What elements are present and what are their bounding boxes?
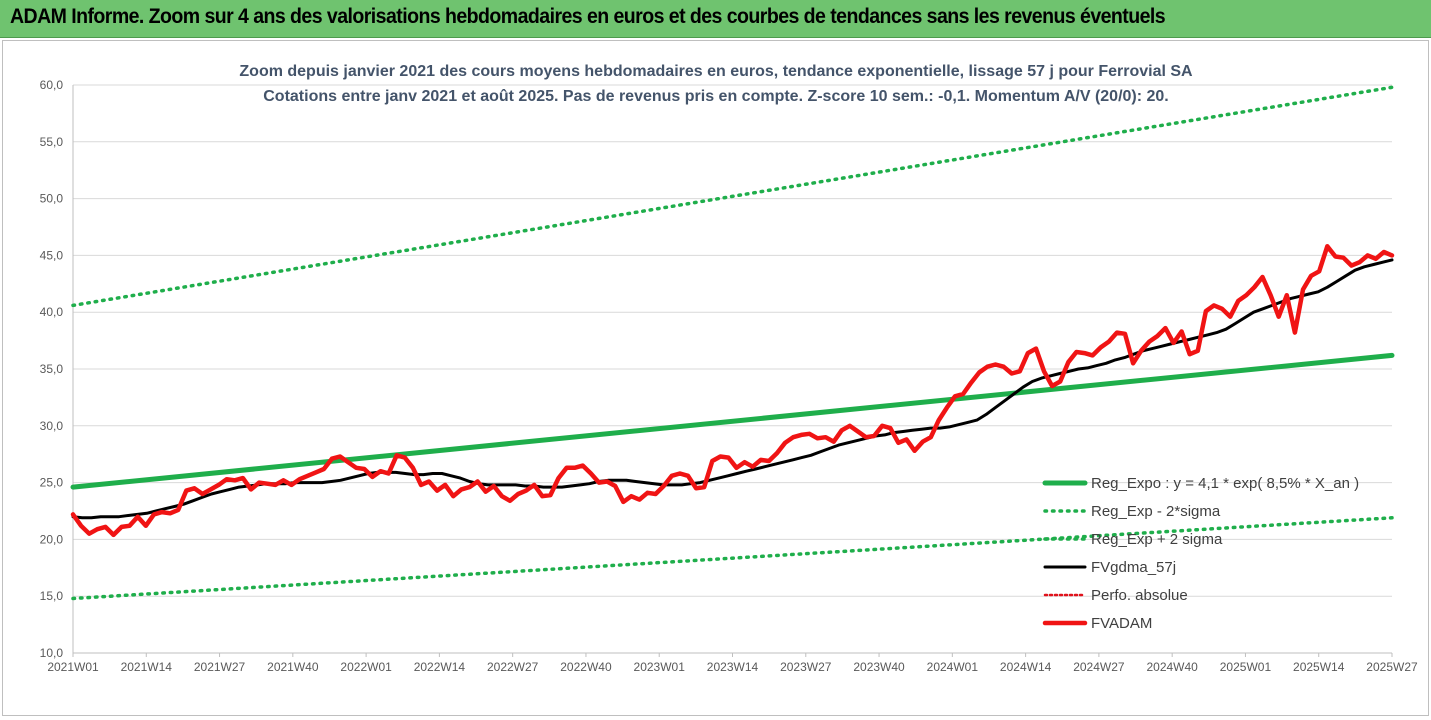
y-tick-label: 15,0 [40, 589, 64, 603]
report-title: ADAM Informe. Zoom sur 4 ans des valoris… [10, 5, 1166, 28]
x-tick-label: 2024W14 [1000, 660, 1052, 674]
y-tick-label: 50,0 [40, 192, 64, 206]
legend-label: Reg_Exp + 2 sigma [1091, 531, 1223, 548]
series-line-2 [71, 85, 1394, 308]
x-tick-label: 2022W01 [340, 660, 392, 674]
x-tick-label: 2021W27 [194, 660, 246, 674]
x-tick-label: 2023W14 [707, 660, 759, 674]
y-tick-label: 30,0 [40, 419, 64, 433]
series-lines [70, 85, 1395, 601]
legend-label: FVADAM [1091, 615, 1152, 632]
x-tick-label: 2024W01 [927, 660, 979, 674]
y-tick-label: 45,0 [40, 248, 64, 262]
report-banner: ADAM Informe. Zoom sur 4 ans des valoris… [0, 0, 1431, 38]
gridlines [73, 84, 1392, 654]
series-line-5 [70, 244, 1395, 538]
x-tick-label: 2025W14 [1293, 660, 1345, 674]
y-tick-label: 20,0 [40, 532, 64, 546]
legend-label: Perfo. absolue [1091, 587, 1188, 604]
chart-area: Zoom depuis janvier 2021 des cours moyen… [2, 40, 1429, 716]
x-tick-label: 2022W27 [487, 660, 539, 674]
series-line-0 [70, 352, 1395, 490]
x-tick-label: 2023W40 [853, 660, 905, 674]
series-line-1 [71, 516, 1394, 601]
y-tick-label: 60,0 [40, 78, 64, 92]
y-tick-label: 25,0 [40, 476, 64, 490]
legend-label: FVgdma_57j [1091, 559, 1176, 576]
x-tick-label: 2024W27 [1073, 660, 1125, 674]
x-tick-label: 2023W01 [634, 660, 686, 674]
legend: Reg_Expo : y = 4,1 * exp( 8,5% * X_an ) R… [1042, 475, 1359, 632]
chart-title: Zoom depuis janvier 2021 des cours moyen… [239, 63, 1193, 80]
chart-subtitle: Cotations entre janv 2021 et août 2025. … [263, 88, 1169, 105]
x-tick-label: 2025W27 [1366, 660, 1418, 674]
axes: 10,0 15,0 20,0 25,0 30,0 35,0 40,0 45,0 50,0 55,0… [40, 78, 1418, 674]
x-tick-label: 2024W40 [1146, 660, 1198, 674]
x-tick-label: 2022W14 [414, 660, 466, 674]
x-tick-label: 2022W40 [560, 660, 612, 674]
line-chart: Zoom depuis janvier 2021 des cours moyen… [40, 63, 1418, 674]
y-tick-label: 55,0 [40, 135, 64, 149]
x-tick-label: 2021W40 [267, 660, 319, 674]
x-tick-label: 2021W14 [121, 660, 173, 674]
legend-label: Reg_Expo : y = 4,1 * exp( 8,5% * X_an ) [1091, 475, 1359, 492]
x-tick-label: 2025W01 [1220, 660, 1272, 674]
x-tick-label: 2023W27 [780, 660, 832, 674]
legend-label: Reg_Exp - 2*sigma [1091, 503, 1221, 520]
y-tick-label: 40,0 [40, 305, 64, 319]
y-tick-label: 35,0 [40, 362, 64, 376]
x-tick-label: 2021W01 [47, 660, 99, 674]
y-tick-label: 10,0 [40, 646, 64, 660]
